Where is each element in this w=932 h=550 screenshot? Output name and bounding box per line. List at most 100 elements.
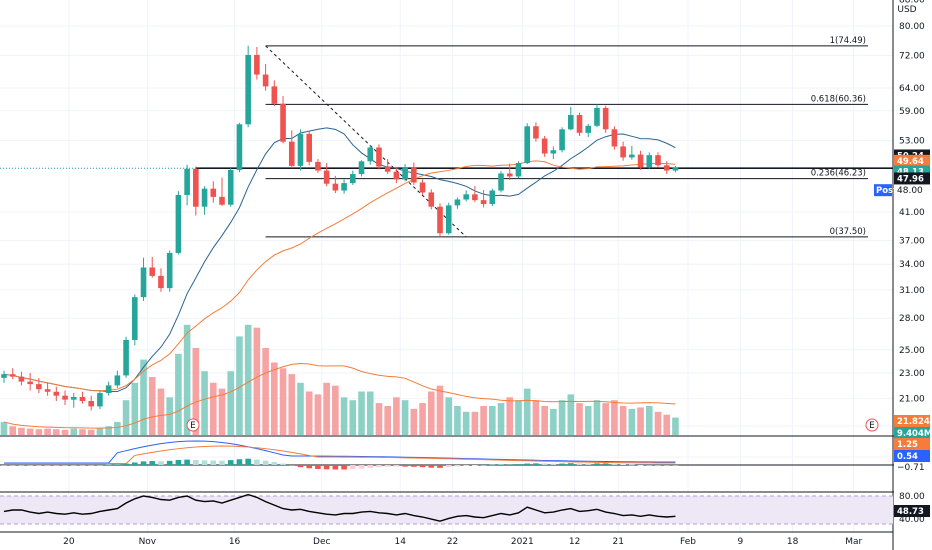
macd-histogram-bar [88,465,94,466]
volume-bar [61,429,69,435]
price-tag-bg [894,172,930,185]
volume-tag: 21.824M [897,417,932,427]
time-axis[interactable]: 20 Nov 16 Dec 14 22 2021 12 21 Feb 9 18 Mar [63,537,862,547]
macd-histogram-bar [637,465,644,466]
candle-body [576,115,583,133]
volume-bar [532,400,540,435]
candle-body [376,147,382,167]
candle-body [210,188,217,197]
macd-histogram-bar [463,465,469,466]
macd-histogram-bar [210,460,217,465]
time-tick-label: 9 [737,537,743,547]
macd-histogram-bar [393,465,400,467]
price-tick-label: 72.00 [899,51,925,61]
macd-histogram-bar [70,465,77,466]
rsi-tick-label: 40.00 [899,515,925,525]
volume-bar [576,403,583,435]
price-tags: 50.2449.6448.1347.96Post48.0021.824M9.40… [874,149,932,517]
macd-tag-bg [894,438,930,450]
volume-bar [436,385,444,435]
macd-histogram-bar [105,464,112,466]
price-tick-label: 23.00 [899,369,925,379]
volume-bar [114,421,121,435]
macd-histogram-bar [262,460,269,465]
macd-histogram-bar [297,465,304,468]
macd-histogram-bar [402,465,408,467]
volume-tag: 9.404M [897,429,932,439]
macd-histogram-bar [27,465,33,466]
macd-histogram-bar [437,465,443,468]
candle-body [236,124,243,170]
candle-body [53,391,60,396]
candle-body [428,192,435,207]
volume-bar [541,406,548,435]
rsi-tick-label: 80.00 [899,492,925,502]
macd-histogram-bar [36,465,42,466]
macd-histogram-bar [236,459,243,465]
earnings-event-icon [865,418,879,432]
price-tag: 47.96 [897,174,924,184]
candle-body [620,146,626,158]
post-tag-bg [874,184,892,197]
volume-bar [79,429,86,435]
macd-histogram-bar [594,463,600,465]
macd-histogram-bar [114,464,121,465]
macd-histogram-bar [123,463,129,465]
candle-body [585,125,592,133]
macd-histogram-bar [79,465,86,466]
candle-body [594,107,600,126]
candle-body [315,161,321,171]
macd-histogram-bar [428,465,435,468]
volume-bar [645,406,653,435]
fib-level-label: 0.236(46.23) [811,169,866,179]
price-tick-label: 41.00 [899,208,925,218]
candle-body [88,400,94,407]
time-tick-label: 22 [447,537,458,547]
macd-histogram-bar [254,459,260,465]
volume-bar [654,411,662,435]
volume-bar [340,397,348,435]
macd-histogram-bar [166,460,173,465]
candle-body [602,107,609,130]
volume-bar [166,397,173,435]
volume-bar [87,429,95,435]
volume-bar [480,406,487,435]
earnings-event-icon [186,418,200,432]
macd-histogram-bar [315,465,321,469]
volume-bar [515,400,522,435]
macd-histogram-bar [489,464,496,466]
volume-bar [288,374,296,435]
macd-histogram-bar [524,463,530,465]
volume-tag-bg [894,427,930,439]
volume-bar [393,397,400,435]
candle-body [419,182,426,193]
volume-bar [323,382,330,435]
rsi-value-tag-bg [894,505,930,517]
macd-histogram-bar [341,465,347,470]
macd-histogram-bar [158,461,164,465]
macd-histogram-bar [350,465,356,470]
rsi-value-tag: 48.73 [897,507,924,517]
volume-bar [628,408,636,435]
macd-histogram-bar [227,460,234,465]
price-tick-label: 25.00 [899,346,925,356]
volume-bar [44,428,51,435]
fib-retracement: 1(74.49) 0.618(60.36) 0.236(46.23) 0(37.50) [0,36,893,238]
macd-histogram-bar [175,459,182,465]
candle-body [280,103,286,142]
candle-body [384,166,391,172]
macd-histogram-bar [672,465,679,466]
macd-panel [1,440,679,470]
volume-bar [131,382,139,435]
volume-bar [305,391,313,435]
macd-histogram-bar [44,465,51,466]
volume-bar [218,388,226,435]
candle-body [323,170,330,184]
candle-body [193,168,199,207]
macd-histogram-bar [53,465,60,466]
candle-body [629,154,635,158]
time-tick-label: 16 [229,537,241,547]
candle-body [97,393,103,407]
candle-body [245,54,251,125]
candle-body [227,169,234,205]
